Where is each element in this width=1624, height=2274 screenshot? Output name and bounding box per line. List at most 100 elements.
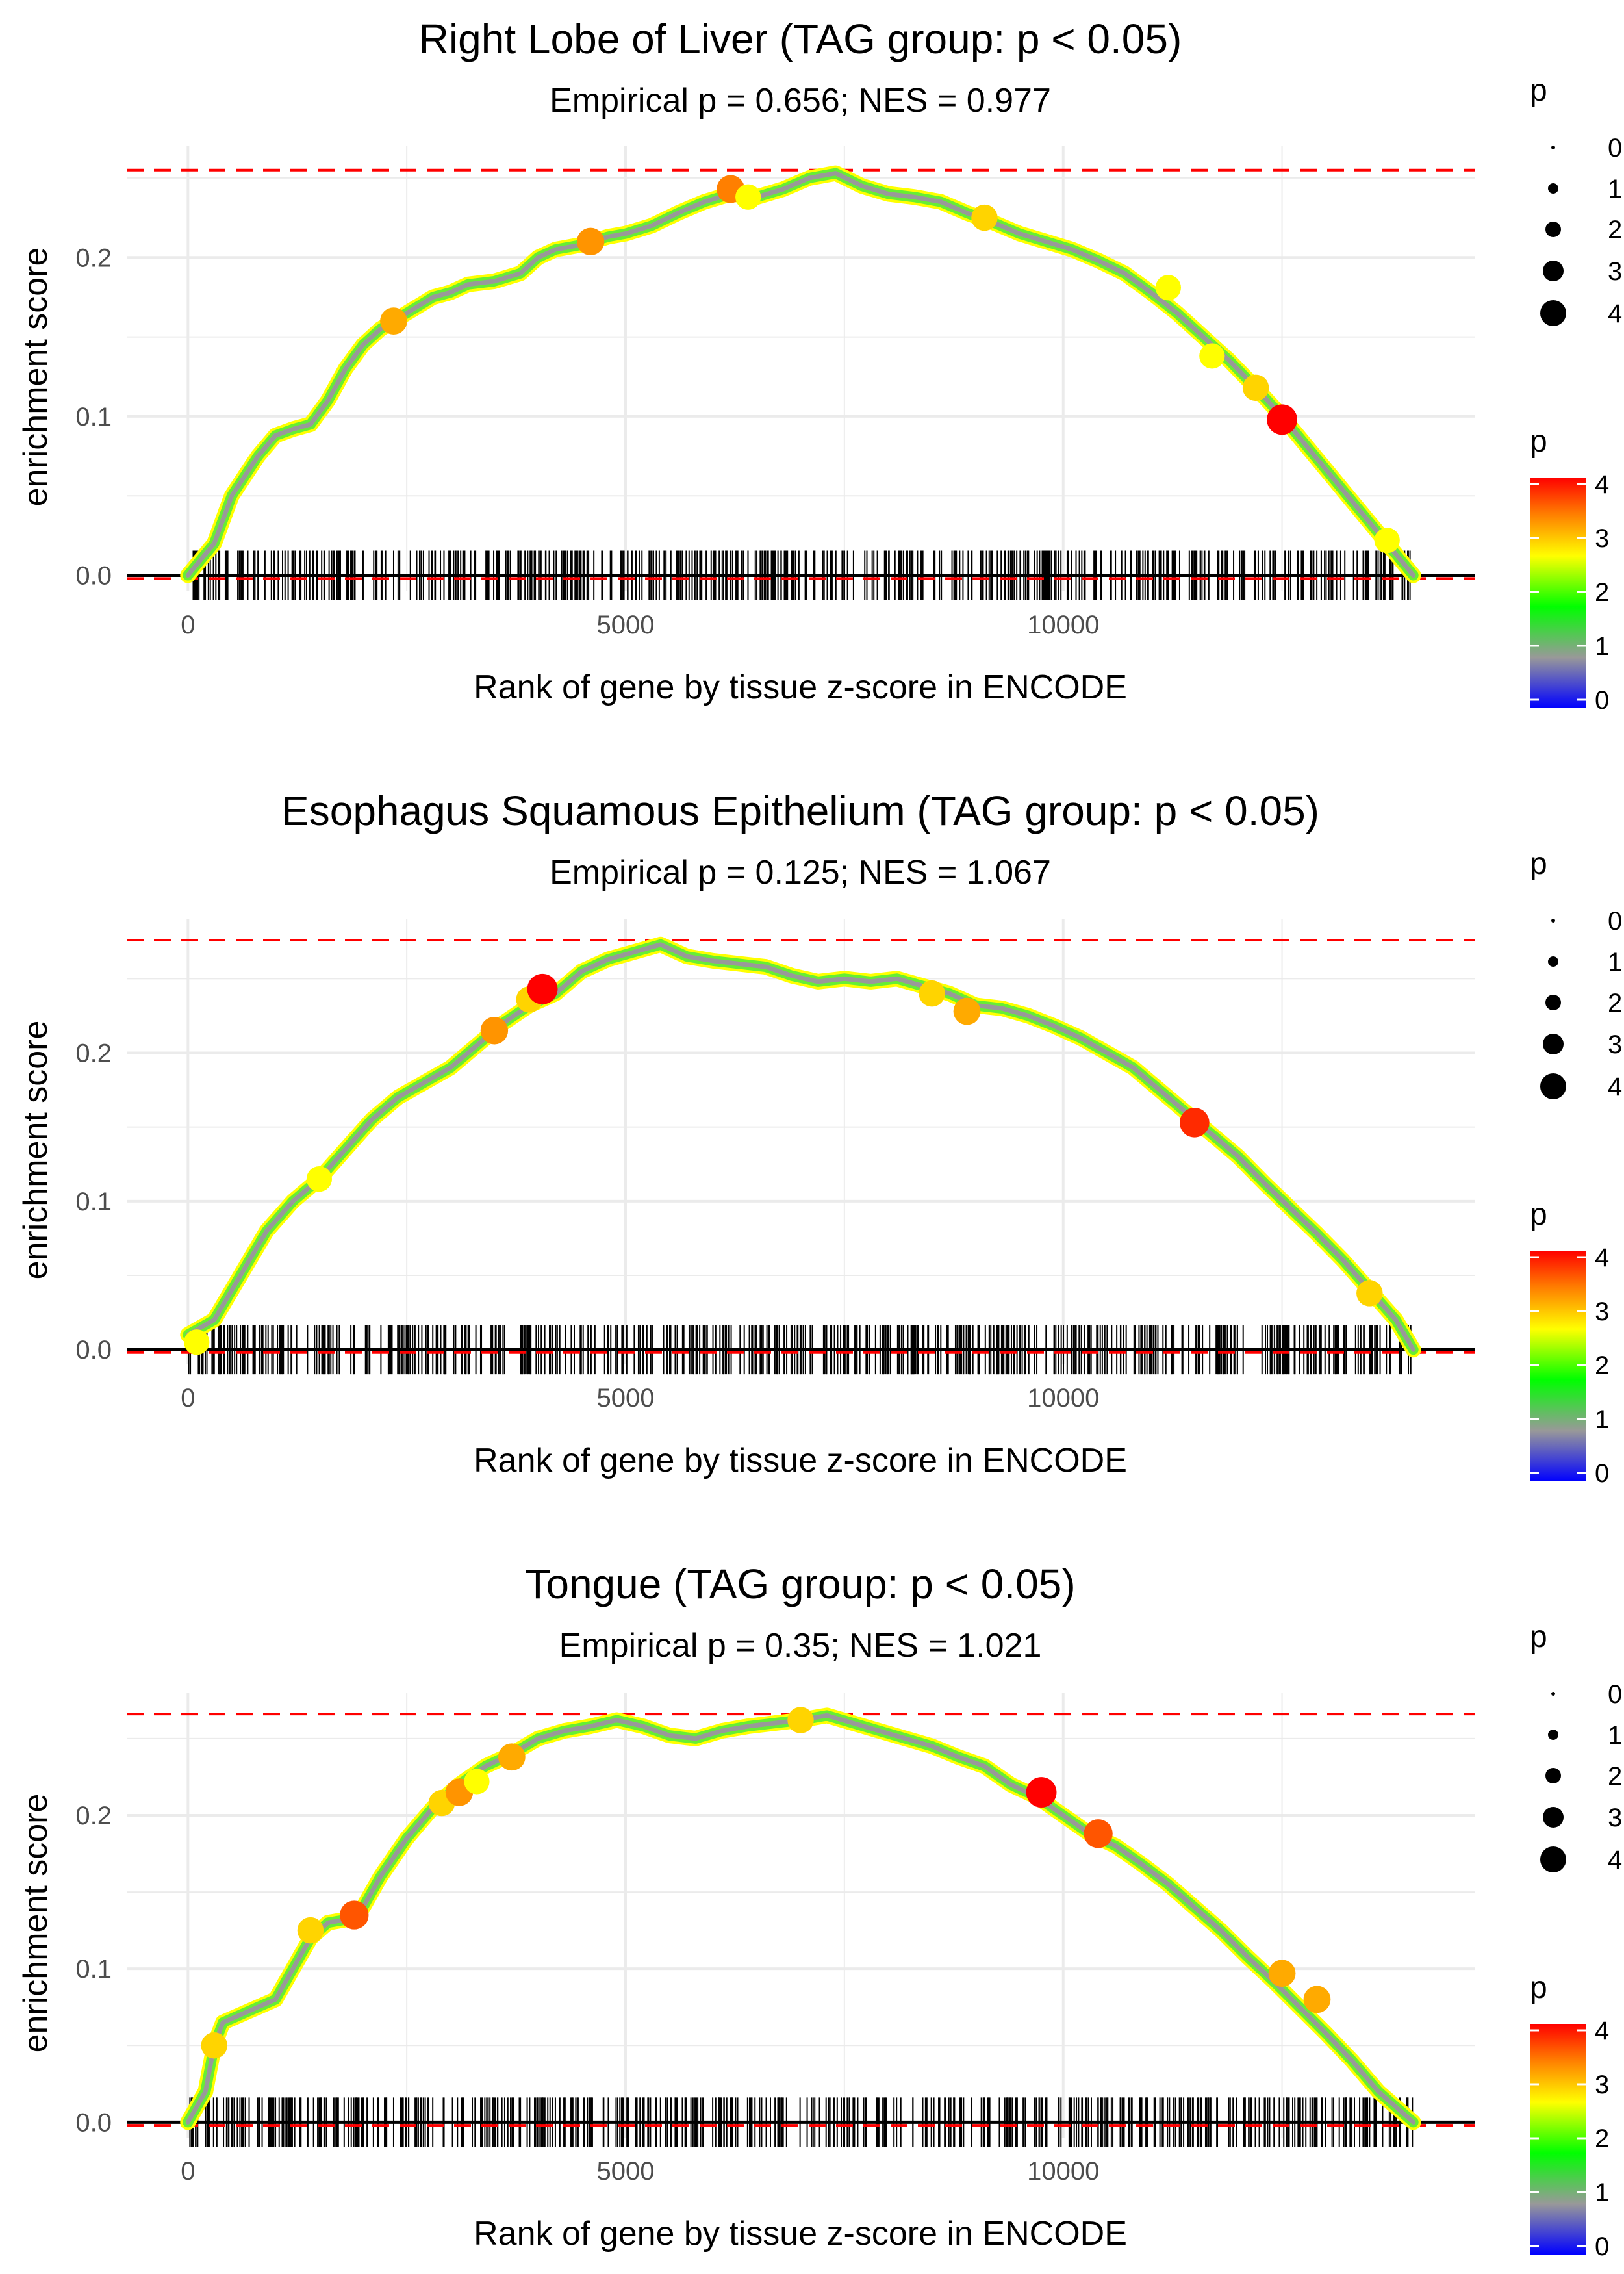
panel-1-p-marker bbox=[735, 184, 761, 210]
panel-3-size-key-0 bbox=[1551, 1692, 1555, 1696]
panel-3-plot bbox=[127, 1693, 1475, 2147]
panel-3-color-tick-1: 1 bbox=[1595, 2178, 1609, 2207]
panel-1-color-tick-2: 2 bbox=[1595, 578, 1609, 607]
panel-3-size-key-1-label: 1 bbox=[1608, 1721, 1622, 1750]
panel-1-color-tick-4: 4 bbox=[1595, 470, 1609, 499]
panel-1-p-marker bbox=[971, 204, 998, 231]
panel-3-y-tick-0.0: 0.0 bbox=[75, 2108, 112, 2137]
panel-2-title: Esophagus Squamous Epithelium (TAG group… bbox=[281, 787, 1319, 834]
panel-1-x-axis-label: Rank of gene by tissue z-score in ENCODE bbox=[474, 669, 1127, 706]
panel-2-p-marker bbox=[184, 1329, 210, 1355]
panel-1: Right Lobe of Liver (TAG group: p < 0.05… bbox=[17, 16, 1622, 715]
panel-3-subtitle: Empirical p = 0.35; NES = 1.021 bbox=[559, 1627, 1042, 1665]
panel-1-size-legend-title: p bbox=[1530, 73, 1547, 108]
panel-2: Esophagus Squamous Epithelium (TAG group… bbox=[17, 787, 1622, 1488]
panel-3-p-marker bbox=[340, 1900, 369, 1930]
panel-1-color-legend-title: p bbox=[1530, 424, 1547, 459]
panel-1-color-tick-1: 1 bbox=[1595, 632, 1609, 661]
panel-1-p-marker bbox=[1374, 528, 1400, 554]
panel-2-size-legend: p 0 1 2 3 4 bbox=[1530, 847, 1622, 1101]
panel-2-y-tick-labels: 0.0 0.1 0.2 bbox=[75, 1040, 112, 1365]
panel-3-size-key-3-label: 3 bbox=[1608, 1804, 1622, 1832]
panel-1-color-legend: p 4 3 2 1 0 bbox=[1530, 424, 1609, 715]
panel-2-x-tick-10000: 10000 bbox=[1027, 1384, 1099, 1412]
panel-1-x-tick-0: 0 bbox=[181, 611, 195, 639]
panel-2-color-bar bbox=[1530, 1251, 1586, 1481]
panel-2-size-key-2 bbox=[1545, 995, 1561, 1010]
panel-3-size-key-1 bbox=[1548, 1730, 1558, 1740]
panel-1-p-marker bbox=[1267, 404, 1298, 435]
panel-1-p-marker bbox=[1242, 374, 1269, 402]
panel-2-color-tick-1: 1 bbox=[1595, 1405, 1609, 1434]
panel-2-color-legend: p 4 3 2 1 0 bbox=[1530, 1197, 1609, 1488]
panel-1-size-key-1-label: 1 bbox=[1608, 175, 1622, 203]
panel-1-title: Right Lobe of Liver (TAG group: p < 0.05… bbox=[419, 16, 1182, 62]
panel-2-plot bbox=[127, 919, 1475, 1375]
panel-3-x-tick-5000: 5000 bbox=[597, 2157, 655, 2186]
panel-3-p-marker bbox=[1026, 1777, 1057, 1808]
panel-3: Tongue (TAG group: p < 0.05) Empirical p… bbox=[17, 1561, 1622, 2261]
panel-2-p-marker bbox=[527, 973, 558, 1004]
panel-3-color-tick-2: 2 bbox=[1595, 2125, 1609, 2153]
panel-2-color-tick-3: 3 bbox=[1595, 1297, 1609, 1326]
panel-2-p-marker bbox=[1180, 1108, 1210, 1138]
panel-3-color-legend-title: p bbox=[1530, 1971, 1547, 2005]
panel-3-size-key-0-label: 0 bbox=[1608, 1680, 1622, 1709]
panel-2-color-tick-4: 4 bbox=[1595, 1244, 1609, 1272]
panel-3-y-tick-0.1: 0.1 bbox=[75, 1955, 112, 1984]
panel-1-size-key-4-label: 4 bbox=[1608, 300, 1622, 328]
panel-2-y-axis-label: enrichment score bbox=[17, 1021, 55, 1280]
panel-3-enrichment-halo bbox=[180, 1707, 1421, 2130]
panel-1-x-grid bbox=[186, 146, 1283, 591]
panel-2-enrichment-core bbox=[185, 942, 1416, 1352]
panel-2-y-tick-0.0: 0.0 bbox=[75, 1336, 112, 1364]
panel-1-color-bar bbox=[1530, 478, 1586, 708]
panel-2-gene-ticks bbox=[188, 1325, 1412, 1375]
panel-1-enrichment-core bbox=[185, 171, 1416, 578]
panel-3-size-legend: p 0 1 2 3 4 bbox=[1530, 1620, 1622, 1874]
panel-3-size-legend-title: p bbox=[1530, 1620, 1547, 1654]
panel-3-y-tick-labels: 0.0 0.1 0.2 bbox=[75, 1802, 112, 2137]
panel-1-size-key-3 bbox=[1543, 261, 1564, 281]
panel-2-size-key-4-label: 4 bbox=[1608, 1073, 1622, 1101]
panel-3-p-marker bbox=[498, 1743, 526, 1771]
panel-3-p-marker bbox=[201, 2032, 227, 2059]
panel-2-x-tick-labels: 0 5000 10000 bbox=[181, 1384, 1099, 1412]
panel-2-y-tick-0.1: 0.1 bbox=[75, 1188, 112, 1216]
panel-3-x-tick-labels: 0 5000 10000 bbox=[181, 2157, 1099, 2186]
panel-2-x-axis-label: Rank of gene by tissue z-score in ENCODE bbox=[474, 1442, 1127, 1479]
panel-1-p-marker bbox=[380, 307, 407, 335]
panel-2-p-marker bbox=[480, 1017, 509, 1045]
panel-1-size-key-1 bbox=[1548, 183, 1558, 194]
panel-3-size-key-2 bbox=[1545, 1768, 1561, 1783]
panel-3-size-key-4 bbox=[1540, 1846, 1566, 1872]
panel-2-size-key-3-label: 3 bbox=[1608, 1030, 1622, 1059]
panel-2-p-markers bbox=[184, 973, 1383, 1355]
panel-1-color-tick-3: 3 bbox=[1595, 524, 1609, 553]
panel-3-x-axis-label: Rank of gene by tissue z-score in ENCODE bbox=[474, 2215, 1127, 2253]
panel-1-enrichment-mid bbox=[183, 168, 1419, 581]
panel-1-x-tick-labels: 0 5000 10000 bbox=[181, 611, 1099, 639]
panel-1-plot bbox=[127, 146, 1475, 600]
panel-3-p-markers bbox=[201, 1707, 1331, 2059]
panel-3-size-key-4-label: 4 bbox=[1608, 1846, 1622, 1874]
panel-1-y-grid bbox=[127, 177, 1475, 577]
panel-2-p-marker bbox=[919, 980, 945, 1007]
panel-2-y-tick-0.2: 0.2 bbox=[75, 1040, 112, 1068]
panel-1-size-key-2-label: 2 bbox=[1608, 216, 1622, 244]
panel-2-x-tick-0: 0 bbox=[181, 1384, 195, 1412]
panel-2-p-marker bbox=[1356, 1280, 1383, 1307]
panel-1-size-key-0-label: 0 bbox=[1608, 134, 1622, 162]
panel-1-x-tick-10000: 10000 bbox=[1027, 611, 1099, 639]
panel-1-y-tick-0.0: 0.0 bbox=[75, 562, 112, 591]
panel-2-size-key-1 bbox=[1548, 956, 1558, 967]
panel-3-x-grid bbox=[186, 1693, 1283, 2138]
panel-3-p-marker bbox=[464, 1769, 490, 1795]
panel-2-size-key-3 bbox=[1543, 1034, 1564, 1054]
panel-3-enrichment-core bbox=[185, 1713, 1416, 2125]
panel-3-y-axis-label: enrichment score bbox=[17, 1794, 55, 2053]
panel-1-p-marker bbox=[1199, 343, 1225, 369]
panel-1-size-key-4 bbox=[1540, 300, 1566, 326]
panel-1-y-axis-label: enrichment score bbox=[17, 248, 55, 507]
